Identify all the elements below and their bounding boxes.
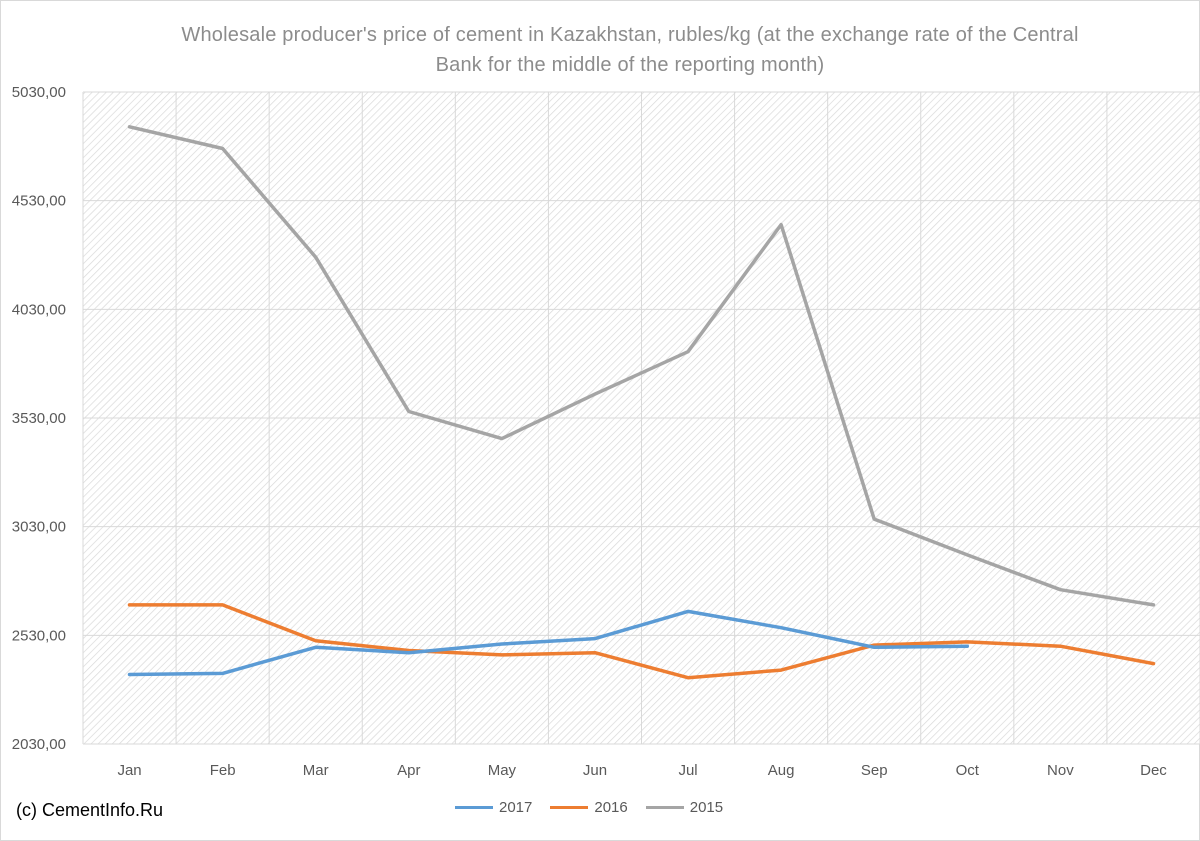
y-tick-label: 4030,00 <box>12 301 66 318</box>
chart-title-line-1: Wholesale producer's price of cement in … <box>181 24 1079 46</box>
legend-swatch-2016 <box>550 806 589 809</box>
y-tick-label: 2530,00 <box>12 627 66 644</box>
legend-label-2016: 2016 <box>594 799 628 816</box>
x-tick-label: May <box>488 762 517 779</box>
y-tick-label: 3530,00 <box>12 410 66 427</box>
x-tick-label: Feb <box>210 762 236 779</box>
y-tick-label: 2030,00 <box>12 736 66 753</box>
x-tick-label: Jul <box>678 762 697 779</box>
series-line-2017 <box>127 609 970 677</box>
y-tick-label: 3030,00 <box>12 519 66 536</box>
legend: 2017 2016 2015 <box>455 799 741 816</box>
legend-swatch-2015 <box>645 806 684 809</box>
x-tick-label: Sep <box>861 762 888 779</box>
x-tick-label: Dec <box>1140 762 1167 779</box>
x-tick-label: Apr <box>397 762 420 779</box>
x-tick-label: Nov <box>1047 762 1074 779</box>
legend-item-2016: 2016 <box>550 799 628 816</box>
x-tick-label: Aug <box>768 762 795 779</box>
legend-item-2017: 2017 <box>455 799 532 816</box>
x-tick-label: Oct <box>956 762 980 779</box>
x-tick-label: Jan <box>117 762 141 779</box>
chart-title-line-2: Bank for the middle of the reporting mon… <box>435 54 825 76</box>
x-tick-label: Mar <box>303 762 329 779</box>
copyright-text: (c) CementInfo.Ru <box>16 800 164 820</box>
x-tick-label: Jun <box>583 762 607 779</box>
series-line-2015 <box>127 125 1156 607</box>
legend-label-2015: 2015 <box>689 799 724 816</box>
series-line-2016 <box>127 603 1156 680</box>
legend-swatch-2017 <box>455 806 493 809</box>
legend-label-2017: 2017 <box>499 799 533 816</box>
legend-item-2015: 2015 <box>645 799 724 816</box>
y-tick-label: 4530,00 <box>12 193 66 210</box>
y-tick-label: 5030,00 <box>12 84 66 101</box>
